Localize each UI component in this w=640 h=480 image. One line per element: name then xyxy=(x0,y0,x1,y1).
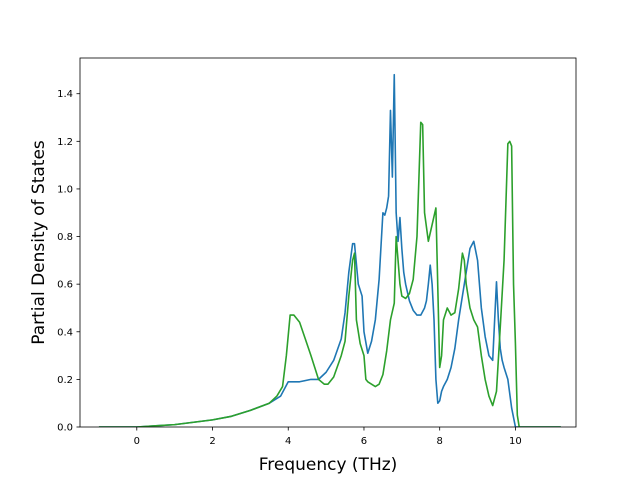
y-tick-label: 0.6 xyxy=(57,280,73,291)
y-axis-label: Partial Density of States xyxy=(29,140,49,345)
y-tick-label: 1.0 xyxy=(57,184,73,195)
y-tick-label: 1.4 xyxy=(57,89,73,100)
axes-frame xyxy=(79,57,577,428)
y-tick-label: 1.2 xyxy=(57,137,73,148)
x-tick-label: 2 xyxy=(209,436,215,447)
y-tick-label: 0.2 xyxy=(57,375,73,386)
y-tick-label: 0.0 xyxy=(57,423,73,434)
x-axis-ticks: 0 2 4 6 8 10 xyxy=(134,427,522,447)
x-axis-label: Frequency (THz) xyxy=(259,455,398,475)
series-line-2 xyxy=(98,121,561,427)
y-tick-label: 0.8 xyxy=(57,232,73,243)
x-tick-label: 10 xyxy=(509,436,522,447)
y-tick-label: 0.4 xyxy=(57,327,73,338)
x-tick-label: 4 xyxy=(285,436,291,447)
series-line-1 xyxy=(98,73,561,427)
x-tick-label: 0 xyxy=(134,436,140,447)
x-tick-label: 8 xyxy=(437,436,443,447)
series-layer xyxy=(98,73,561,427)
x-tick-label: 6 xyxy=(361,436,367,447)
y-axis-ticks: 0.0 0.2 0.4 0.6 0.8 1.0 1.2 1.4 xyxy=(57,89,80,434)
